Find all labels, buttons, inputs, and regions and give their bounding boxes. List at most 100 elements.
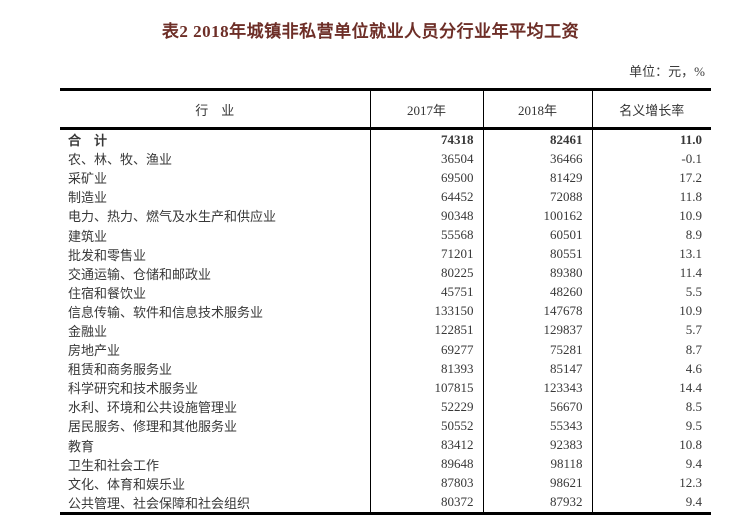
growth-rate-cell: 11.8 (679, 188, 702, 204)
industry-cell: 信息传输、软件和信息技术服务业 (60, 301, 371, 321)
value-2017-cell: 81393 (370, 359, 484, 379)
table-row: 信息传输、软件和信息技术服务业 133150 147678 10.9 (60, 301, 711, 321)
growth-rate-cell: 10.8 (679, 437, 702, 453)
value-2018-cell: 60501 (483, 225, 593, 245)
value-2018-cell: 87932 (483, 492, 593, 514)
table-row: 公共管理、社会保障和社会组织 80372 87932 9.4 (60, 492, 711, 514)
column-header-growth: 名义增长率 (592, 89, 711, 130)
industry-cell: 文化、体育和娱乐业 (60, 473, 371, 493)
growth-rate-cell: 8.5 (685, 398, 702, 414)
industry-cell: 采矿业 (60, 168, 371, 188)
table-row: 建筑业 55568 60501 8.9 (60, 225, 711, 245)
growth-rate-cell: 10.9 (679, 303, 702, 319)
industry-cell: 制造业 (60, 187, 371, 207)
table-row: 居民服务、修理和其他服务业 50552 55343 9.5 (60, 416, 711, 436)
value-2018-cell: 147678 (483, 301, 593, 321)
table-row: 批发和零售业 71201 80551 13.1 (60, 244, 711, 264)
value-2018-cell: 48260 (483, 282, 593, 302)
growth-rate-cell: 8.9 (685, 227, 702, 243)
value-2018-cell: 100162 (483, 206, 593, 226)
value-2017-cell: 36504 (370, 149, 484, 169)
value-2017-cell: 71201 (370, 244, 484, 264)
value-2017-cell: 52229 (370, 397, 484, 417)
industry-cell: 合 计 (60, 128, 371, 150)
table-body: 合 计 74318 82461 11.0 农、林、牧、渔业 36504 36466 -0.1 采… (60, 128, 711, 514)
table-row: 科学研究和技术服务业 107815 123343 14.4 (60, 378, 711, 398)
industry-cell: 建筑业 (60, 225, 371, 245)
growth-rate-cell: 4.6 (685, 360, 702, 376)
value-2017-cell: 133150 (370, 301, 484, 321)
growth-rate-cell: 17.2 (679, 169, 702, 185)
column-header-industry: 行 业 (60, 89, 371, 130)
growth-rate-cell: 9.4 (685, 456, 702, 472)
value-2018-cell: 82461 (483, 128, 593, 150)
value-2017-cell: 50552 (370, 416, 484, 436)
industry-cell: 农、林、牧、渔业 (60, 149, 371, 169)
industry-cell: 批发和零售业 (60, 244, 371, 264)
growth-rate-cell: 9.4 (685, 494, 702, 510)
table-row: 教育 83412 92383 10.8 (60, 435, 711, 455)
value-2018-cell: 98118 (483, 454, 593, 474)
value-2018-cell: 72088 (483, 187, 593, 207)
page-title: 表2 2018年城镇非私营单位就业人员分行业年平均工资 (161, 22, 580, 41)
table-row: 房地产业 69277 75281 8.7 (60, 340, 711, 360)
value-2018-cell: 123343 (483, 378, 593, 398)
value-2018-cell: 36466 (483, 149, 593, 169)
value-2017-cell: 89648 (370, 454, 484, 474)
table-row: 交通运输、仓储和邮政业 80225 89380 11.4 (60, 263, 711, 283)
table-row: 电力、热力、燃气及水生产和供应业 90348 100162 10.9 (60, 206, 711, 226)
value-2018-cell: 89380 (483, 263, 593, 283)
value-2017-cell: 87803 (370, 473, 484, 493)
value-2018-cell: 129837 (483, 320, 593, 341)
column-header-2018: 2018年 (483, 89, 593, 130)
growth-rate-cell: 11.0 (679, 131, 702, 147)
column-header-2017: 2017年 (370, 89, 484, 130)
value-2017-cell: 45751 (370, 282, 484, 302)
value-2018-cell: 56670 (483, 397, 593, 417)
value-2018-cell: 75281 (483, 340, 593, 360)
table-row: 水利、环境和公共设施管理业 52229 56670 8.5 (60, 397, 711, 417)
value-2017-cell: 74318 (370, 128, 484, 150)
value-2017-cell: 107815 (370, 378, 484, 398)
industry-cell: 公共管理、社会保障和社会组织 (60, 492, 371, 514)
value-2018-cell: 92383 (483, 435, 593, 455)
header-row: 行 业 2017年 2018年 名义增长率 (60, 89, 711, 130)
value-2018-cell: 81429 (483, 168, 593, 188)
industry-cell: 租赁和商务服务业 (60, 359, 371, 379)
growth-rate-cell: 12.3 (679, 475, 702, 491)
value-2018-cell: 80551 (483, 244, 593, 264)
table-row: 卫生和社会工作 89648 98118 9.4 (60, 454, 711, 474)
industry-cell: 交通运输、仓储和邮政业 (60, 263, 371, 283)
value-2017-cell: 80372 (370, 492, 484, 514)
industry-cell: 卫生和社会工作 (60, 454, 371, 474)
growth-rate-cell: 5.7 (685, 322, 702, 338)
industry-cell: 金融业 (60, 320, 371, 341)
growth-rate-cell: 8.7 (685, 341, 702, 357)
unit-note: 单位：元，% (629, 64, 705, 79)
industry-cell: 居民服务、修理和其他服务业 (60, 416, 371, 436)
table-row: 合 计 74318 82461 11.0 (60, 128, 711, 150)
value-2018-cell: 55343 (483, 416, 593, 436)
table-row: 采矿业 69500 81429 17.2 (60, 168, 711, 188)
value-2017-cell: 64452 (370, 187, 484, 207)
growth-rate-cell: 13.1 (679, 246, 702, 262)
value-2017-cell: 83412 (370, 435, 484, 455)
growth-rate-cell: 14.4 (679, 379, 702, 395)
value-2017-cell: 90348 (370, 206, 484, 226)
value-2017-cell: 69277 (370, 340, 484, 360)
value-2017-cell: 80225 (370, 263, 484, 283)
growth-rate-cell: -0.1 (681, 150, 702, 166)
growth-rate-cell: 9.5 (685, 417, 702, 433)
industry-cell: 科学研究和技术服务业 (60, 378, 371, 398)
table-header: 行 业 2017年 2018年 名义增长率 (60, 89, 711, 130)
table-row: 金融业 122851 129837 5.7 (60, 320, 711, 341)
value-2018-cell: 98621 (483, 473, 593, 493)
growth-rate-cell: 5.5 (685, 284, 702, 300)
industry-cell: 教育 (60, 435, 371, 455)
value-2018-cell: 85147 (483, 359, 593, 379)
growth-rate-cell: 10.9 (679, 207, 702, 223)
industry-cell: 住宿和餐饮业 (60, 282, 371, 302)
wage-table: 行 业 2017年 2018年 名义增长率 合 计 74318 82461 11.0 农… (60, 88, 711, 515)
industry-cell: 水利、环境和公共设施管理业 (60, 397, 371, 417)
